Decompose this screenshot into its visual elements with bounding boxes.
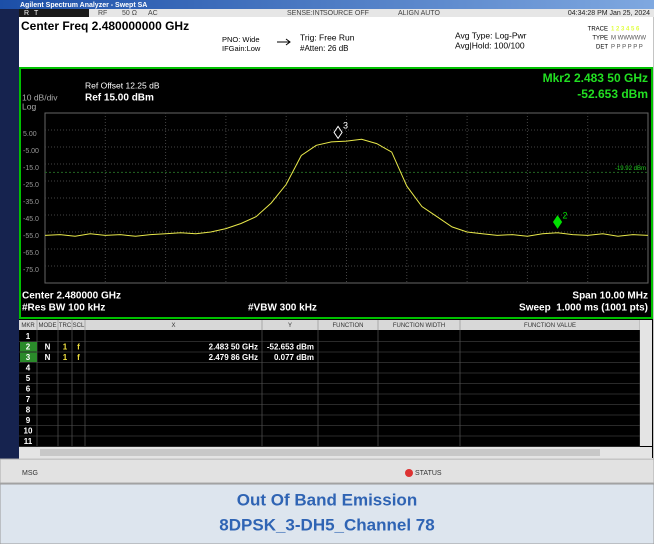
source: SOURCE OFF bbox=[323, 10, 369, 17]
y-tick-label: -55.0 bbox=[23, 233, 39, 240]
cell-x: 2.479 86 GHz bbox=[209, 353, 258, 362]
marker bbox=[552, 215, 563, 229]
h-scroll-thumb[interactable] bbox=[40, 449, 600, 456]
mode-box bbox=[19, 9, 89, 17]
column-header: TRC bbox=[59, 323, 72, 329]
y-tick-label: -45.0 bbox=[23, 216, 39, 223]
det-value: P P P P P P bbox=[611, 45, 643, 51]
column-header: Y bbox=[288, 323, 292, 329]
column-header: MKR bbox=[21, 323, 35, 329]
cell-mkr: 2 bbox=[26, 342, 31, 351]
type-label: TYPE bbox=[592, 36, 608, 42]
marker-readout-freq: Mkr2 2.483 50 GHz bbox=[543, 71, 648, 85]
impedance: 50 Ω bbox=[122, 10, 137, 17]
ref-offset: Ref Offset 12.25 dB bbox=[85, 80, 160, 90]
title-bar bbox=[0, 0, 654, 9]
trig-mode: Trig: Free Run bbox=[300, 32, 355, 42]
caption-area bbox=[0, 483, 654, 544]
atten: #Atten: 26 dB bbox=[300, 44, 348, 53]
cell-mkr: 8 bbox=[26, 405, 31, 414]
column-header: X bbox=[171, 323, 175, 329]
cell-mkr: 7 bbox=[26, 395, 31, 404]
rf: RF bbox=[98, 10, 107, 17]
v-scrollbar[interactable] bbox=[640, 320, 652, 446]
status: STATUS bbox=[415, 470, 442, 477]
active-row-cell bbox=[20, 352, 37, 362]
rbw: #Res BW 100 kHz bbox=[22, 303, 105, 314]
center: Center 2.480000 GHz bbox=[22, 291, 121, 302]
status-bar bbox=[0, 458, 654, 484]
marker bbox=[333, 125, 343, 140]
y-tick-label: -15.0 bbox=[23, 165, 39, 172]
avg-hold: Avg|Hold: 100/100 bbox=[455, 40, 525, 50]
pno: PNO: Wide bbox=[222, 35, 260, 44]
cell-mkr: 4 bbox=[26, 363, 31, 372]
cell-mode: N bbox=[45, 342, 51, 351]
cell-mkr: 10 bbox=[24, 426, 33, 435]
cell-mkr: 5 bbox=[26, 374, 31, 383]
side-strip bbox=[0, 9, 19, 459]
y-tick-label: -25.0 bbox=[23, 182, 39, 189]
table-header bbox=[19, 320, 640, 330]
trig: T bbox=[34, 10, 39, 17]
caption-line1: Out Of Band Emission bbox=[237, 490, 417, 509]
datetime: 04:34:28 PM Jan 25, 2024 bbox=[568, 10, 650, 17]
msg: MSG bbox=[22, 470, 38, 477]
trace-numbers: 1 2 3 4 5 6 bbox=[611, 27, 640, 33]
ref-level: Ref 15.00 dBm bbox=[85, 93, 154, 104]
column-header: MODE bbox=[39, 323, 57, 329]
marker-readout-amp: -52.653 dBm bbox=[577, 87, 648, 101]
marker-label: 3 bbox=[343, 121, 348, 131]
type-value: M WWWWW bbox=[611, 36, 646, 42]
vbw: #VBW 300 kHz bbox=[248, 303, 317, 314]
active-row-cell bbox=[20, 342, 37, 352]
cell-y: 0.077 dBm bbox=[274, 353, 314, 362]
align: ALIGN AUTO bbox=[398, 10, 440, 17]
cell-mkr: 1 bbox=[26, 332, 31, 341]
column-header: SCL bbox=[73, 323, 85, 329]
sweep: Sweep 1.000 ms (1001 pts) bbox=[519, 303, 648, 314]
trace-label: TRACE bbox=[588, 27, 608, 33]
status-strip bbox=[19, 9, 654, 17]
y-tick-label: -75.0 bbox=[23, 267, 39, 274]
cell-x: 2.483 50 GHz bbox=[209, 342, 258, 351]
column-header: FUNCTION VALUE bbox=[524, 323, 576, 329]
column-header: FUNCTION bbox=[333, 323, 364, 329]
center-freq: Center Freq 2.480000000 GHz bbox=[21, 19, 189, 33]
column-header: FUNCTION WIDTH bbox=[393, 323, 445, 329]
cell-mkr: 9 bbox=[26, 416, 31, 425]
cell-scl: f bbox=[77, 353, 80, 362]
ifgain: IFGain:Low bbox=[222, 44, 261, 53]
det-label: DET bbox=[596, 45, 608, 51]
cell-mkr: 11 bbox=[24, 437, 33, 446]
avg-type: Avg Type: Log-Pwr bbox=[455, 30, 527, 40]
status-icon bbox=[405, 469, 413, 477]
cell-trc: 1 bbox=[63, 342, 68, 351]
y-tick-label: -65.0 bbox=[23, 250, 39, 257]
trig-arrow bbox=[277, 38, 291, 46]
cell-scl: f bbox=[77, 342, 80, 351]
marker-table bbox=[19, 319, 653, 458]
sense: SENSE:INT bbox=[287, 10, 325, 17]
cell-mode: N bbox=[45, 353, 51, 362]
y-tick-label: 5.00 bbox=[23, 131, 37, 138]
window-title: Agilent Spectrum Analyzer - Swept SA bbox=[20, 2, 147, 9]
y-tick-label: -35.0 bbox=[23, 199, 39, 206]
y-tick-label: -5.00 bbox=[23, 148, 39, 155]
trace bbox=[44, 138, 649, 237]
caption-line2: 8DPSK_3-DH5_Channel 78 bbox=[219, 515, 434, 534]
plot-panel bbox=[19, 67, 653, 319]
cell-mkr: 6 bbox=[26, 384, 31, 393]
coupling: AC bbox=[148, 10, 158, 17]
display-line-label: -19.92 dBm bbox=[615, 166, 646, 172]
mode: R bbox=[24, 10, 29, 17]
scale: 10 dB/div bbox=[22, 92, 58, 102]
scale-type: Log bbox=[22, 101, 36, 111]
cell-trc: 1 bbox=[63, 353, 68, 362]
marker-label: 2 bbox=[563, 210, 568, 220]
cell-y: -52.653 dBm bbox=[267, 342, 314, 351]
span: Span 10.00 MHz bbox=[572, 291, 648, 302]
cell-mkr: 3 bbox=[26, 353, 31, 362]
